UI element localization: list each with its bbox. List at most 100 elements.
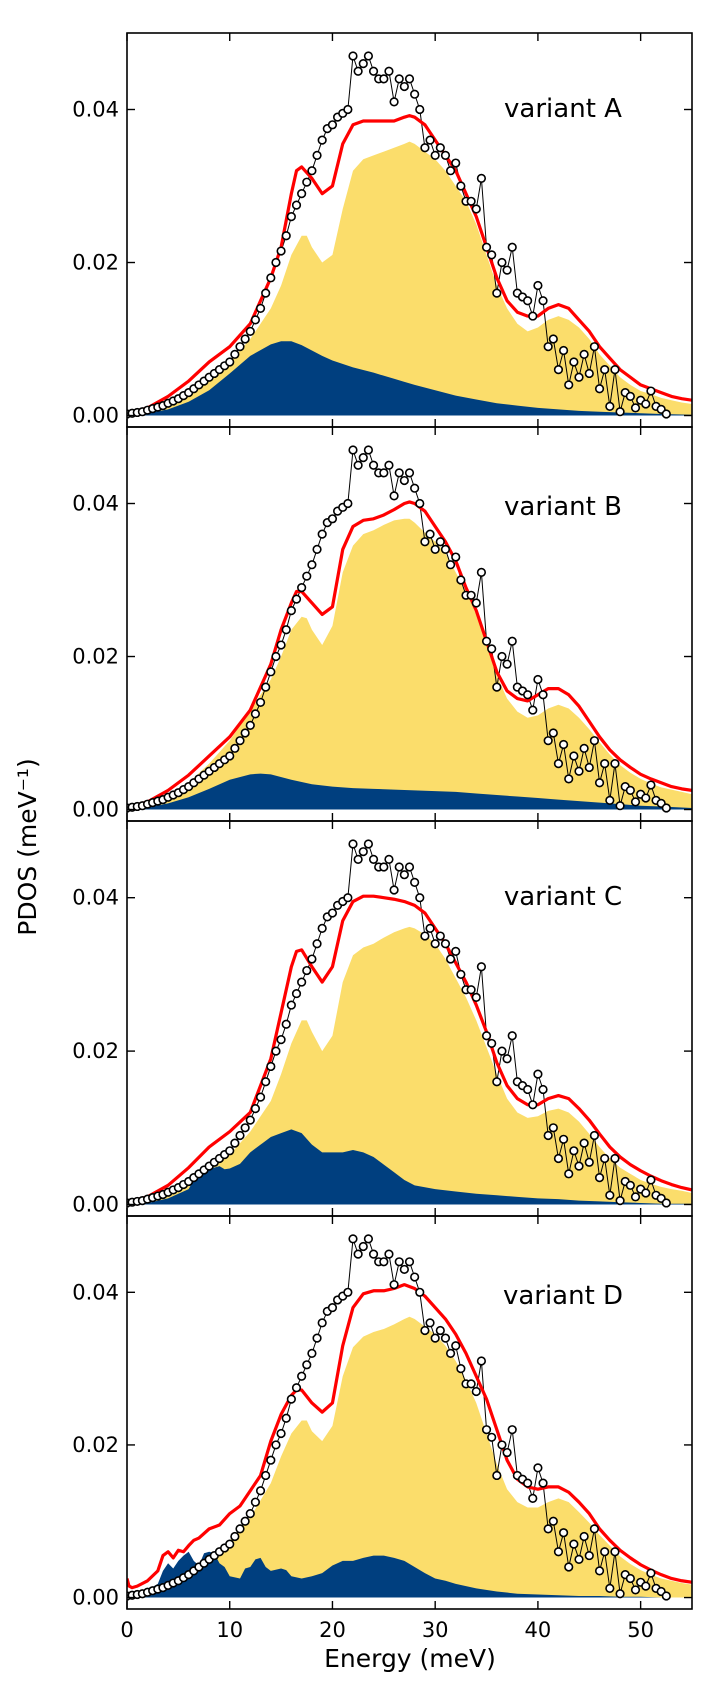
experiment-point — [594, 778, 605, 788]
experiment-point — [276, 1428, 286, 1439]
experiment-point — [466, 590, 476, 600]
experiment-point — [286, 1000, 296, 1010]
experiment-point — [404, 862, 415, 872]
experiment-point — [261, 682, 271, 692]
experiment-point — [466, 985, 476, 995]
experiment-point — [302, 1360, 312, 1370]
experiment-point — [404, 74, 415, 84]
experiment-point — [286, 212, 296, 222]
y-tick-label: 0.00 — [72, 404, 119, 428]
experiment-point — [507, 1031, 517, 1041]
experiment-point — [492, 1470, 502, 1481]
experiment-point — [435, 537, 445, 547]
experiment-point — [327, 908, 338, 918]
experiment-points — [127, 1234, 671, 1601]
experiment-point — [327, 514, 338, 524]
x-tick-label: 50 — [627, 1618, 654, 1642]
experiment-point — [533, 1463, 543, 1473]
experiment-point — [558, 1528, 569, 1538]
experiment-point — [523, 296, 533, 306]
experiment-point — [425, 135, 435, 145]
experiment-point — [564, 1562, 574, 1572]
experiment-point — [584, 1550, 594, 1561]
experiment-point — [276, 1034, 286, 1045]
experiment-point — [343, 104, 353, 115]
experiment-point — [543, 1130, 553, 1141]
experiment-point — [471, 598, 481, 608]
y-axis-label: PDOS (meV⁻¹) — [13, 758, 42, 935]
experiment-point — [558, 739, 569, 750]
experiment-point — [358, 58, 368, 69]
experiment-point — [353, 854, 363, 864]
y-tick-label: 0.00 — [72, 798, 119, 822]
experiment-point — [466, 196, 476, 206]
experiment-point — [415, 104, 425, 115]
experiment-point — [548, 1123, 558, 1133]
experiment-point — [564, 1169, 574, 1179]
experiment-point — [389, 885, 399, 895]
experiment-point — [574, 766, 584, 776]
experiment-point — [312, 1333, 322, 1343]
panel-frame — [126, 1215, 693, 1610]
experiment-point — [291, 200, 302, 210]
x-tick-label: 10 — [216, 1618, 243, 1642]
experiment-point — [271, 1440, 281, 1450]
x-tick-label: 30 — [422, 1618, 449, 1642]
experiment-point — [558, 1134, 569, 1144]
experiment-point — [420, 931, 430, 941]
experiment-point — [399, 1264, 409, 1275]
experiment-point — [646, 1568, 656, 1578]
experiment-point — [250, 1104, 261, 1114]
experiment-point — [240, 1516, 250, 1526]
experiment-points — [127, 51, 671, 419]
experiment-point — [379, 468, 389, 478]
experiment-point — [543, 736, 553, 746]
experiment-point — [245, 1509, 255, 1519]
experiment-point — [410, 1272, 420, 1282]
experiment-point — [610, 365, 620, 375]
experiment-point — [630, 403, 641, 413]
experiment-point — [435, 931, 445, 941]
experiment-point — [451, 1341, 461, 1351]
experiment-point — [615, 1196, 625, 1206]
experiment-point — [425, 529, 435, 539]
experiment-point — [579, 349, 589, 359]
experiment-point — [343, 498, 353, 509]
experiment-point — [492, 1077, 502, 1087]
experiment-point — [553, 1153, 564, 1164]
experiment-point — [420, 143, 430, 153]
experiment-point — [661, 409, 671, 419]
experiment-point — [420, 537, 430, 547]
experiment-point — [507, 636, 517, 646]
experiment-point — [286, 1394, 296, 1404]
experiment-point — [399, 475, 409, 486]
experiment-point — [445, 560, 456, 570]
experiment-point — [363, 1234, 374, 1244]
experiment-point — [368, 854, 379, 864]
experiment-point — [281, 625, 291, 635]
experiment-point — [548, 334, 558, 344]
experiment-point — [481, 1031, 492, 1041]
experiment-point — [594, 1173, 605, 1183]
experiment-point — [291, 988, 302, 999]
experiment-point — [291, 1383, 302, 1393]
experiment-point — [502, 1447, 512, 1458]
y-tick-label: 0.02 — [72, 1039, 119, 1063]
experiment-point — [415, 893, 425, 903]
variant-label: variant D — [503, 1281, 623, 1311]
experiment-point — [430, 150, 440, 161]
experiment-point — [553, 759, 564, 769]
experiment-point — [368, 1249, 379, 1259]
experiment-point — [456, 1364, 466, 1374]
experiment-point — [250, 315, 261, 325]
experiment-point — [297, 189, 307, 199]
experiment-point — [225, 1146, 235, 1156]
experiment-point — [379, 1257, 389, 1267]
experiment-point — [569, 751, 579, 761]
x-axis-label: Energy (meV) — [324, 1644, 496, 1673]
experiment-point — [579, 1531, 589, 1542]
experiment-point — [440, 150, 451, 161]
experiment-point — [507, 1425, 517, 1435]
experiment-point — [297, 977, 307, 987]
experiment-point — [281, 231, 291, 241]
